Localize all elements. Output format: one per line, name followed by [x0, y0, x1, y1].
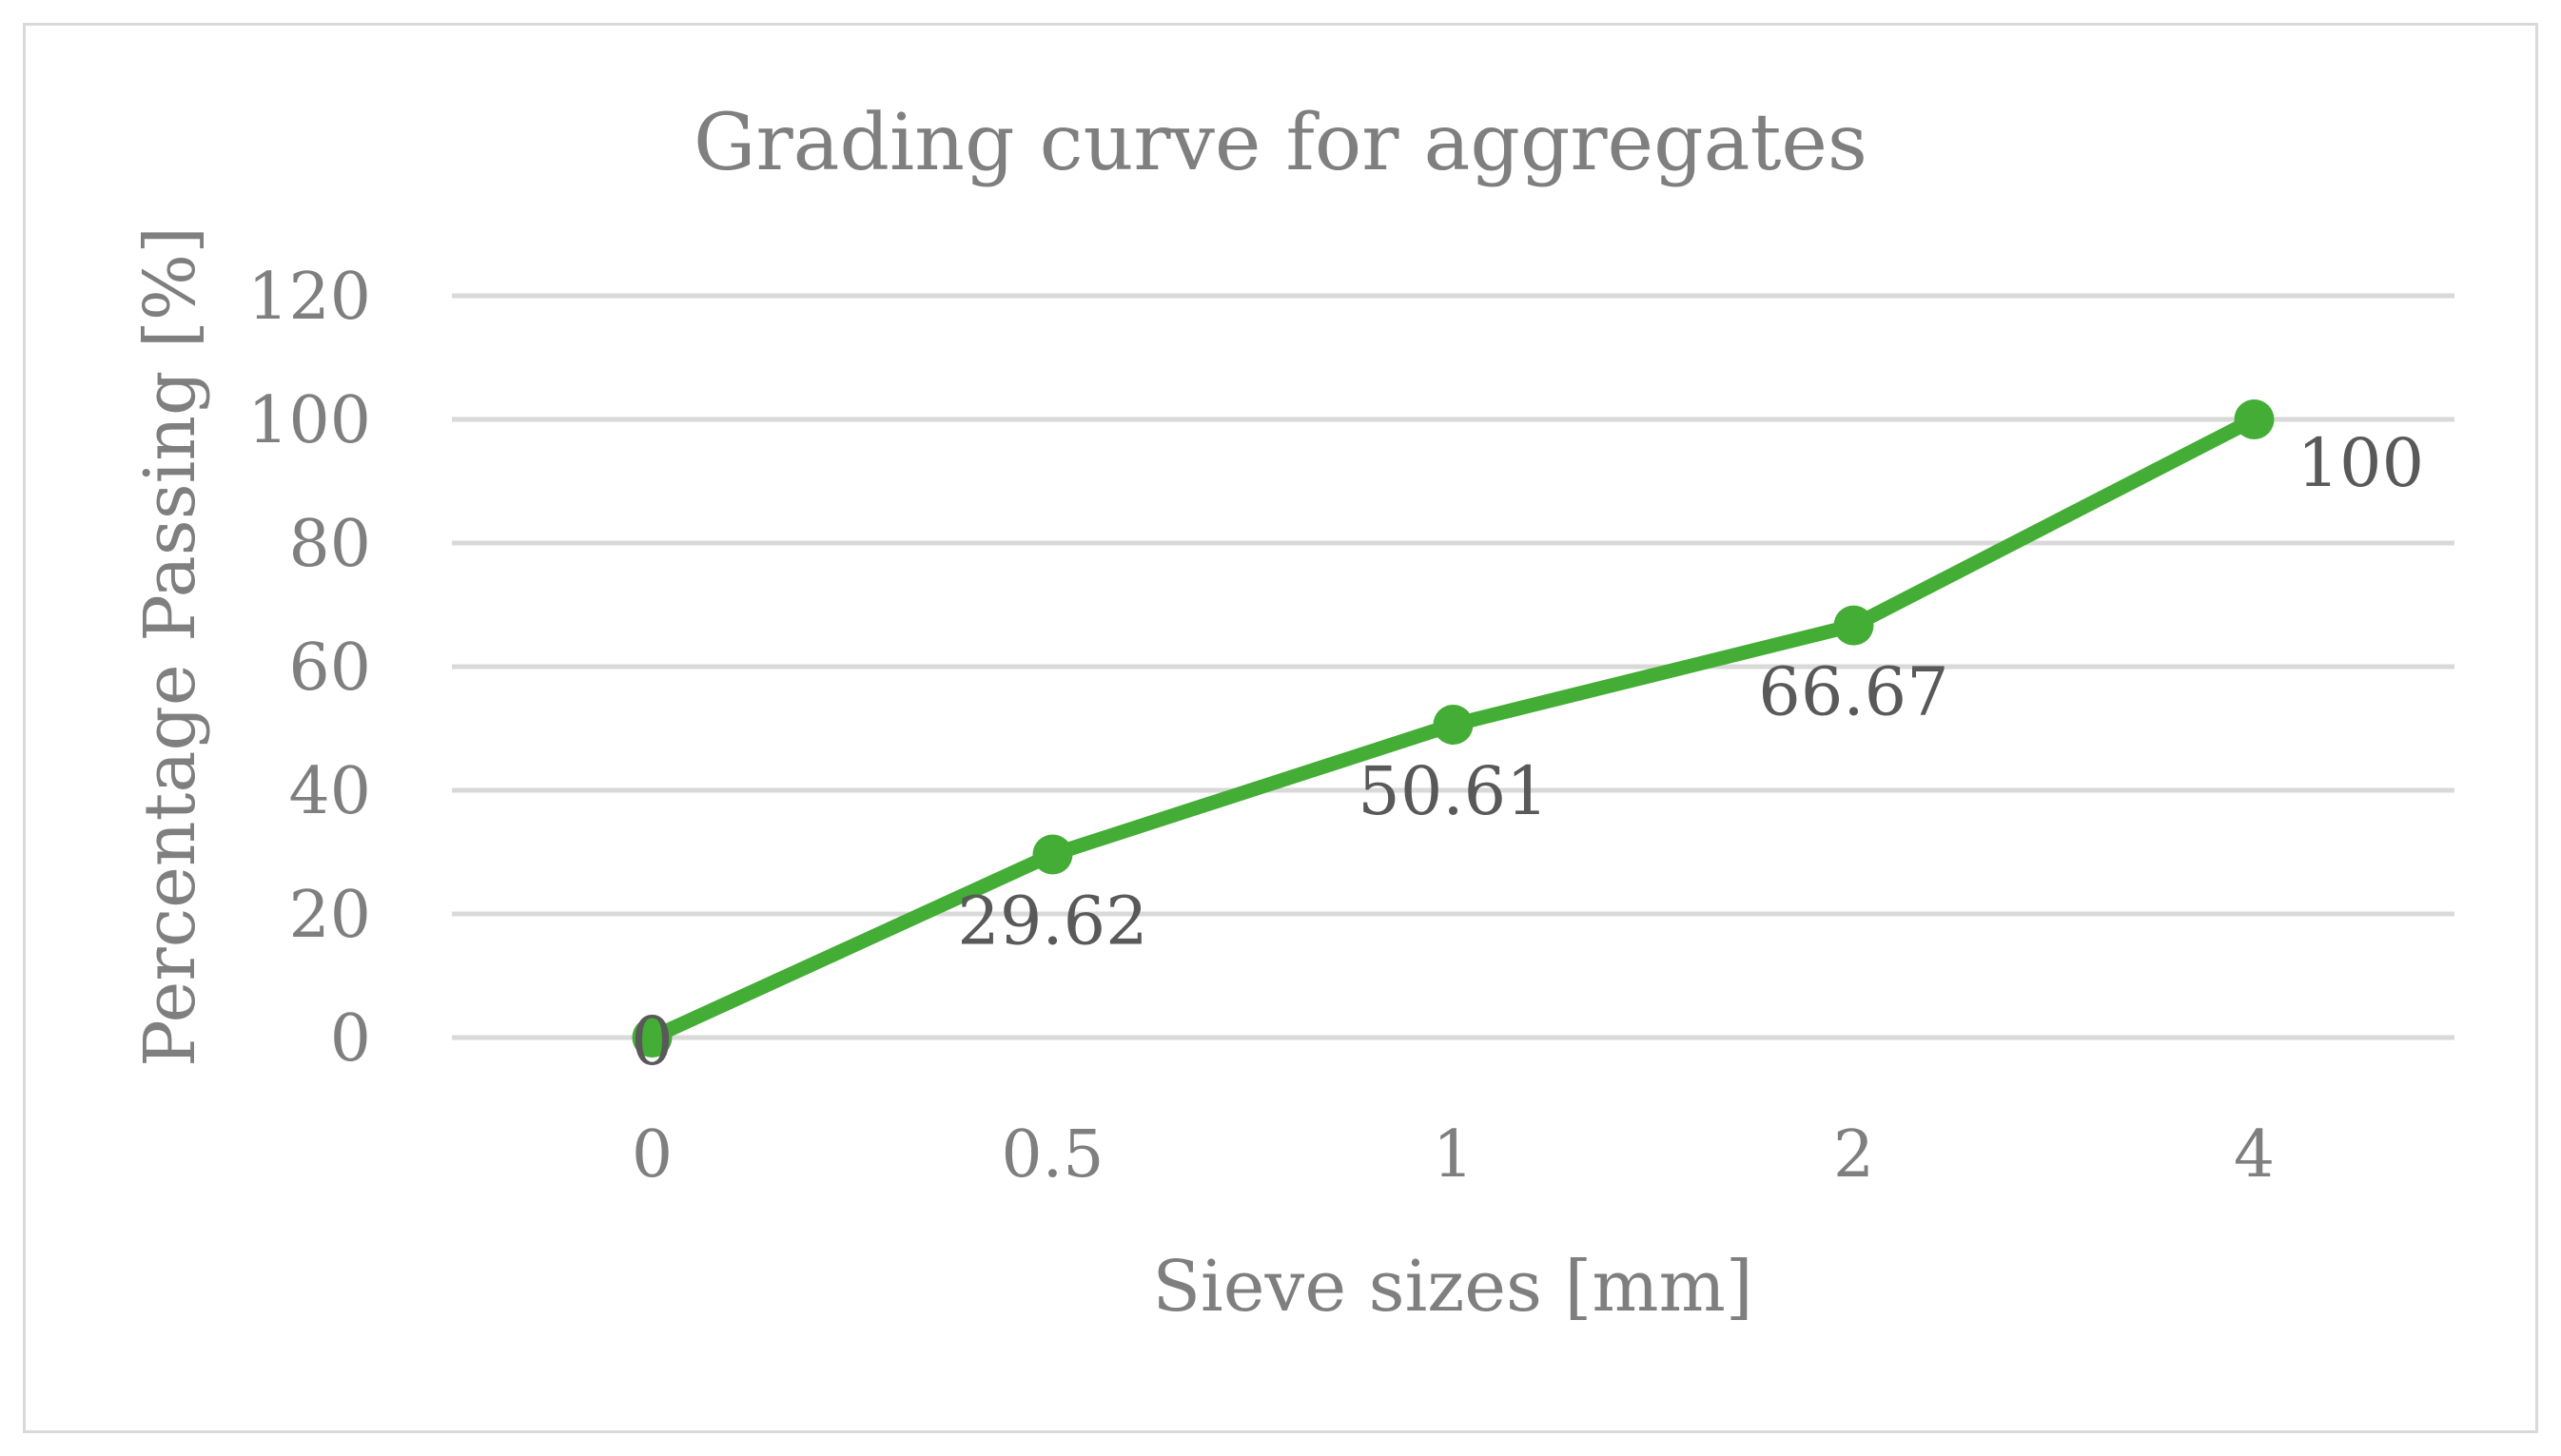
chart-title: Grading curve for aggregates [694, 98, 1867, 188]
y-axis-label: Percentage Passing [%] [129, 226, 211, 1067]
data-labels: 0 29.62 50.61 66.67 100 [631, 424, 2424, 1080]
gridlines [452, 293, 2454, 1040]
y-tick-label: 60 [288, 631, 371, 706]
data-label: 66.67 [1758, 653, 1948, 731]
data-label: 0 [631, 1002, 674, 1080]
y-axis-ticks: 0 20 40 60 80 100 120 [247, 260, 371, 1077]
data-label: 29.62 [957, 882, 1147, 960]
data-point [1433, 705, 1474, 746]
x-tick-label: 0.5 [1001, 1117, 1104, 1193]
x-tick-label: 0 [632, 1117, 673, 1193]
x-axis-label: Sieve sizes [mm] [1152, 1246, 1752, 1328]
chart-frame [23, 23, 2538, 1433]
y-tick-label: 80 [288, 507, 371, 582]
data-point [2234, 399, 2275, 439]
data-point [632, 1018, 673, 1058]
y-tick-label: 100 [247, 383, 371, 458]
y-tick-label: 40 [288, 754, 371, 829]
data-point [1833, 605, 1874, 646]
data-label: 100 [2297, 424, 2425, 502]
data-point [1032, 834, 1073, 875]
x-axis-ticks: 0 0.5 1 2 4 [632, 1117, 2275, 1193]
x-tick-label: 4 [2234, 1117, 2275, 1193]
y-tick-label: 20 [288, 878, 371, 953]
y-tick-label: 120 [247, 260, 371, 335]
data-label: 50.61 [1358, 752, 1548, 830]
x-tick-label: 1 [1433, 1117, 1474, 1193]
y-tick-label: 0 [330, 1001, 371, 1077]
series-passing [632, 399, 2275, 1058]
x-tick-label: 2 [1833, 1117, 1874, 1193]
